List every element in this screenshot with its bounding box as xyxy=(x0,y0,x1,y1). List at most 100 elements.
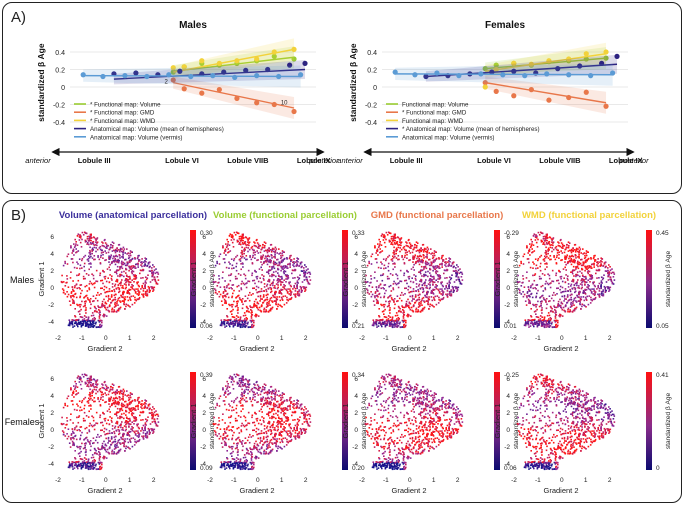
scatter-point xyxy=(245,258,247,261)
scatter-point xyxy=(147,416,149,418)
scatter-point xyxy=(272,262,275,264)
scatter-point xyxy=(578,263,581,266)
scatter-point xyxy=(545,301,547,303)
scatter-point xyxy=(101,442,104,445)
scatter-point xyxy=(299,263,302,265)
scatter-point xyxy=(231,267,233,270)
scatter-point xyxy=(107,296,110,298)
data-point xyxy=(271,49,277,55)
scatter-point xyxy=(98,451,100,453)
scatter-point xyxy=(569,294,572,297)
scatter-point xyxy=(381,250,384,252)
scatter-point xyxy=(598,277,600,279)
scatter-point xyxy=(392,263,394,265)
scatter-point xyxy=(117,417,119,419)
scatter-point xyxy=(592,257,595,260)
scatter-point xyxy=(91,252,93,255)
scatter-point xyxy=(394,239,396,242)
scatter-point xyxy=(240,299,242,301)
scatter-point xyxy=(609,286,612,289)
scatter-point xyxy=(561,315,564,317)
scatter-point xyxy=(399,280,401,282)
scatter-point xyxy=(97,448,100,451)
scatter-point xyxy=(587,287,590,290)
scatter-point xyxy=(447,261,449,263)
scatter-point xyxy=(429,281,431,284)
scatter-point xyxy=(79,234,81,236)
data-point xyxy=(511,93,517,99)
scatter-point xyxy=(430,253,432,255)
scatter-point xyxy=(434,266,436,268)
data-point xyxy=(80,72,86,78)
scatter-point xyxy=(85,451,87,453)
scatter-point xyxy=(251,311,253,314)
scatter-point xyxy=(244,274,247,277)
scatter-point xyxy=(85,316,87,318)
scatter-point xyxy=(408,291,410,294)
scatter-point xyxy=(108,288,111,290)
scatter-point xyxy=(104,259,106,262)
scatter-point xyxy=(104,242,107,244)
scatter-point xyxy=(148,270,151,272)
scatter-point xyxy=(276,296,278,298)
legend-entry: * Anatomical map: Volume (mean of hemisp… xyxy=(402,126,540,133)
scatter-point xyxy=(121,409,124,412)
scatter-point xyxy=(242,255,244,258)
scatter-point xyxy=(119,448,122,451)
scatter-point xyxy=(220,322,223,325)
scatter-point xyxy=(374,292,377,294)
scatter-point xyxy=(289,298,291,300)
scatter-point xyxy=(267,270,270,272)
scatter-point xyxy=(125,445,128,448)
scatter-point xyxy=(228,235,231,237)
scatter-point xyxy=(446,294,448,297)
scatter-point xyxy=(565,304,567,306)
scatter-point xyxy=(143,435,145,437)
scatter-point xyxy=(588,266,591,269)
scatter-point xyxy=(583,305,586,307)
scatter-point xyxy=(298,294,301,297)
scatter-point xyxy=(404,249,407,252)
scatter-point xyxy=(97,326,99,328)
scatter-point xyxy=(155,423,158,426)
scatter-point xyxy=(113,288,115,291)
scatter-point xyxy=(410,268,413,270)
scatter-point xyxy=(544,320,546,322)
scatter-point xyxy=(221,277,224,279)
scatter-point xyxy=(134,438,136,441)
scatter-point xyxy=(372,322,375,325)
scatter-point xyxy=(287,276,290,279)
scatter-point xyxy=(153,408,155,410)
scatter-point xyxy=(97,397,99,399)
scatter-point xyxy=(249,319,252,322)
scatter-point xyxy=(389,324,391,326)
scatter-point xyxy=(140,430,142,432)
scatter-point xyxy=(93,236,96,239)
scatter-point xyxy=(385,259,387,262)
scatter-point xyxy=(114,405,117,408)
scatter-point xyxy=(74,322,76,324)
scatter-point xyxy=(244,277,247,280)
scatter-point xyxy=(406,245,409,247)
scatter-point xyxy=(445,285,447,287)
scatter-point xyxy=(537,316,540,319)
scatter-point xyxy=(273,296,275,298)
scatter-point xyxy=(448,290,451,293)
scatter-point xyxy=(81,231,84,234)
y-tick-label: 2 xyxy=(50,268,54,275)
scatter-point xyxy=(534,287,536,289)
data-point xyxy=(493,88,499,94)
scatter-point xyxy=(228,287,230,290)
scatter-point xyxy=(117,386,120,388)
scatter-point xyxy=(140,406,142,408)
scatter-point xyxy=(89,381,91,384)
scatter-point xyxy=(413,269,415,271)
scatter-point xyxy=(415,290,417,292)
y-tick-label: -0.2 xyxy=(365,103,377,110)
scatter-point xyxy=(266,250,268,252)
scatter-point xyxy=(90,381,92,384)
scatter-point xyxy=(275,248,278,250)
scatter-point xyxy=(572,269,575,272)
scatter-point xyxy=(269,284,272,286)
scatter-point xyxy=(154,414,157,417)
